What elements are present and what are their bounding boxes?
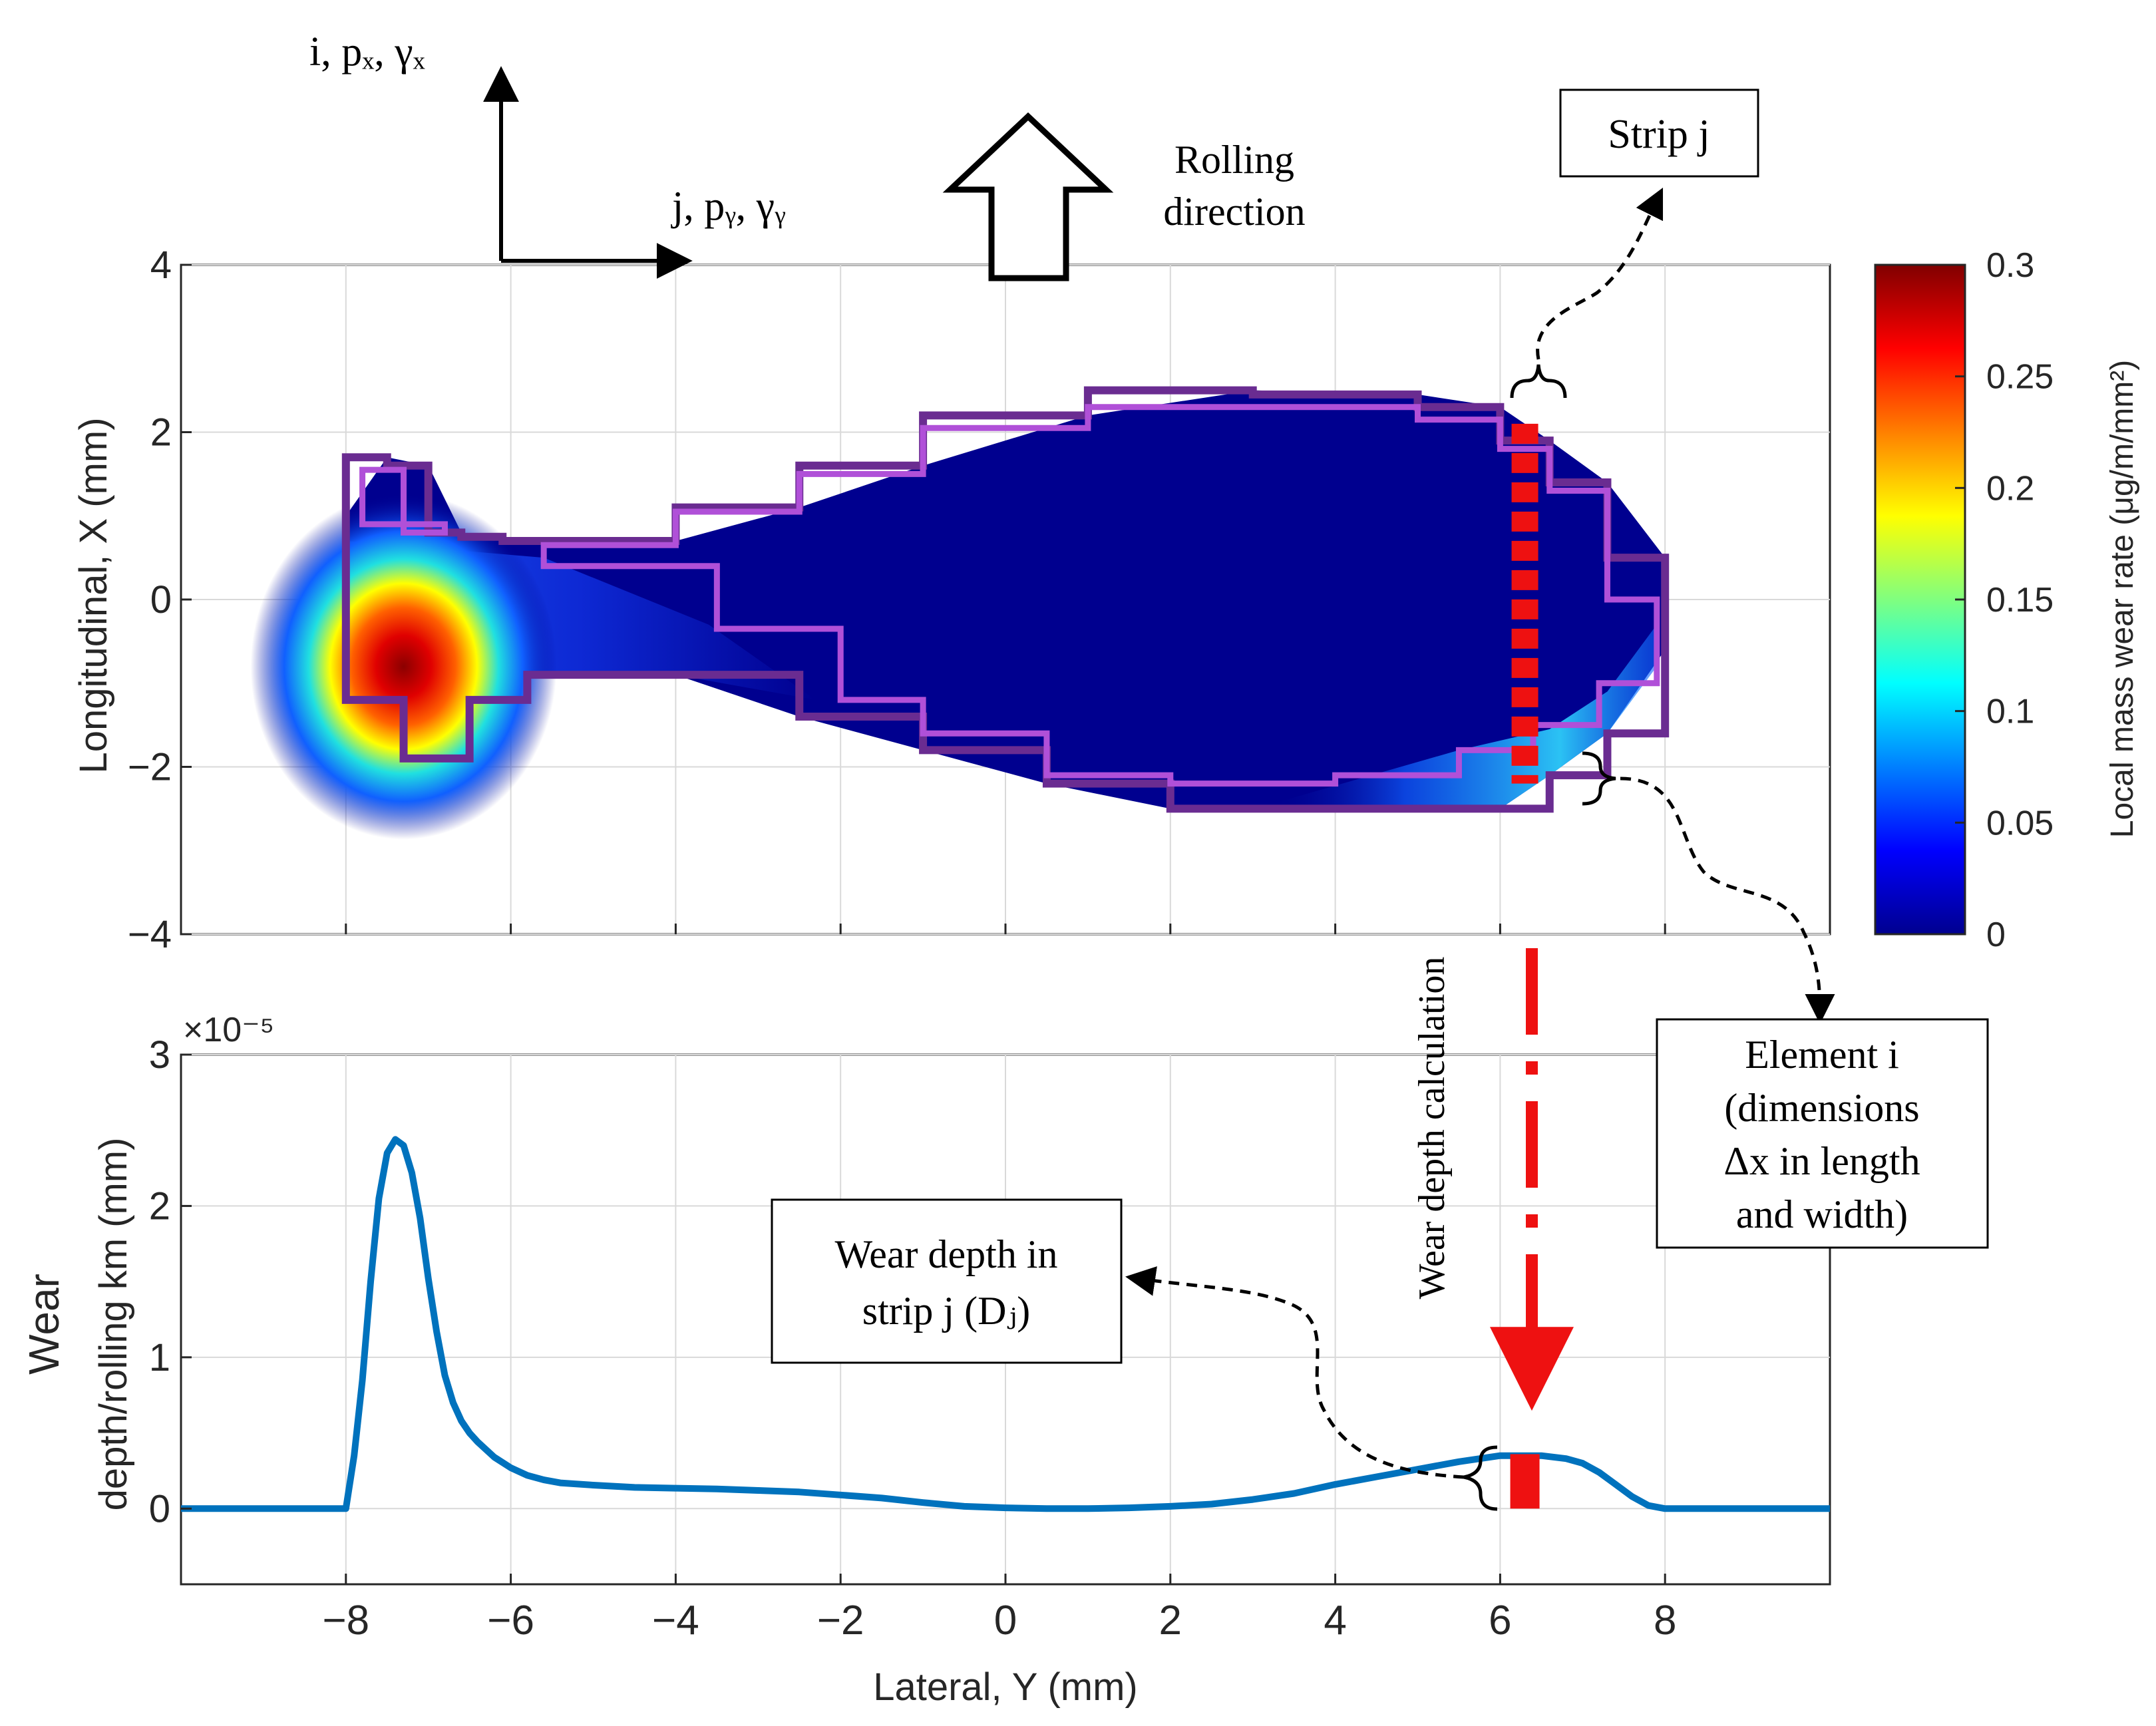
heatmap-ytick-label: 4 bbox=[150, 244, 172, 287]
contact-outline bbox=[341, 386, 1670, 813]
wear-depth-calculation: Wear depth calculation bbox=[1411, 948, 1574, 1411]
line-ylabel-line1: Wear bbox=[20, 1274, 68, 1375]
axes-glyph: i, pₓ, γₓ j, pᵧ, γᵧ bbox=[309, 29, 786, 279]
line-xtick-label: −6 bbox=[487, 1598, 534, 1643]
element-i-line3: Δx in length bbox=[1723, 1139, 1920, 1183]
wear-depth-callout: Wear depth in strip j (Dⱼ) bbox=[771, 1198, 1498, 1511]
heatmap-y-ticks: −4 −2 0 2 4 bbox=[128, 244, 1666, 956]
strip-j-brace bbox=[1510, 364, 1567, 399]
element-i-callout: Element i (dimensions Δx in length and w… bbox=[1582, 751, 1989, 1249]
rolling-direction-label-2: direction bbox=[1163, 190, 1305, 234]
line-ytick-label: 0 bbox=[149, 1487, 170, 1530]
colorbar-ticks: 0 0.05 0.1 0.15 0.2 0.25 0.3 bbox=[1955, 246, 2054, 954]
line-xtick-label: 2 bbox=[1159, 1598, 1182, 1643]
line-ytick-label: 1 bbox=[149, 1336, 170, 1379]
line-ylabel-line2: depth/rolling km (mm) bbox=[92, 1138, 135, 1511]
colorbar-tick-label: 0.3 bbox=[1986, 246, 2034, 285]
colorbar-gradient bbox=[1874, 263, 1966, 936]
line-xtick-label: 4 bbox=[1324, 1598, 1346, 1643]
heatmap-ytick-label: 0 bbox=[150, 578, 172, 621]
line-xtick-label: −4 bbox=[652, 1598, 699, 1643]
colorbar-tick-label: 0 bbox=[1986, 916, 2006, 954]
rolling-direction-label-1: Rolling bbox=[1174, 138, 1294, 182]
line-xtick-label: −2 bbox=[817, 1598, 864, 1643]
heatmap-ylabel: Longitudinal, X (mm) bbox=[72, 417, 115, 773]
line-xtick-label: 6 bbox=[1489, 1598, 1511, 1643]
element-i-brace bbox=[1582, 751, 1616, 806]
line-xtick-label: −8 bbox=[322, 1598, 369, 1643]
strip-j-leader bbox=[1536, 187, 1664, 360]
axis-right-label: j, pᵧ, γᵧ bbox=[671, 184, 786, 229]
element-i-box bbox=[1656, 1018, 1989, 1249]
slip-band-right bbox=[1269, 624, 1657, 809]
line-x-ticks: −8 −6 −4 −2 0 2 4 6 8 bbox=[322, 1574, 1676, 1643]
colorbar-label: Local mass wear rate (μg/m/mm²) bbox=[2105, 360, 2140, 838]
strip-j-depth-bar bbox=[1510, 1454, 1540, 1509]
heatmap-panel: −4 −2 0 2 4 Longitudinal, X (mm) bbox=[72, 244, 1831, 956]
heatmap-ytick-label: 2 bbox=[150, 411, 172, 454]
heatmap-ytick-label: −2 bbox=[128, 746, 172, 789]
line-ytick-label: 2 bbox=[149, 1184, 170, 1228]
element-i-line1: Element i bbox=[1745, 1033, 1899, 1077]
line-xtick-label: 8 bbox=[1654, 1598, 1676, 1643]
colorbar-tick-label: 0.25 bbox=[1986, 358, 2054, 397]
wear-hotspot bbox=[250, 493, 557, 840]
heatmap-ytick-label: −4 bbox=[128, 913, 172, 956]
wear-depth-line1: Wear depth in bbox=[834, 1232, 1057, 1276]
contact-patch-fill bbox=[345, 390, 1666, 809]
line-y-ticks: 0 1 2 3 bbox=[149, 1033, 192, 1530]
wear-depth-leader bbox=[1125, 1266, 1465, 1479]
strip-j-callout: Strip j bbox=[1510, 88, 1759, 399]
colorbar: 0 0.05 0.1 0.15 0.2 0.25 0.3 Local mass wear r… bbox=[1874, 246, 2140, 954]
strip-j-box bbox=[1559, 88, 1759, 178]
wear-depth-line2: strip j (Dⱼ) bbox=[862, 1289, 1030, 1333]
element-i-leader bbox=[1620, 777, 1835, 1024]
stick-zone-outline-main bbox=[540, 404, 1660, 787]
element-i-line4: and width) bbox=[1736, 1192, 1908, 1236]
line-ytick-label: 3 bbox=[149, 1033, 170, 1077]
strip-j-depth bbox=[1510, 1454, 1540, 1509]
wear-rate-overlays bbox=[250, 493, 1657, 840]
element-i-line2: (dimensions bbox=[1724, 1086, 1919, 1130]
rolling-direction: Rolling direction bbox=[942, 112, 1306, 281]
line-xlabel: Lateral, Y (mm) bbox=[873, 1665, 1138, 1709]
colorbar-tick-label: 0.1 bbox=[1986, 693, 2034, 731]
colorbar-tick-label: 0.2 bbox=[1986, 469, 2034, 508]
rolling-direction-arrow bbox=[942, 112, 1114, 281]
wear-depth-calc-label: Wear depth calculation bbox=[1411, 957, 1453, 1299]
strip-j-label: Strip j bbox=[1608, 112, 1709, 157]
line-exponent-label: ×10⁻⁵ bbox=[183, 1011, 274, 1049]
line-xtick-label: 0 bbox=[994, 1598, 1017, 1643]
stick-zone-outline bbox=[359, 466, 448, 536]
colorbar-tick-label: 0.05 bbox=[1986, 804, 2054, 842]
axis-up-label: i, pₓ, γₓ bbox=[309, 29, 425, 75]
wear-depth-box bbox=[771, 1198, 1123, 1364]
colorbar-tick-label: 0.15 bbox=[1986, 581, 2054, 619]
